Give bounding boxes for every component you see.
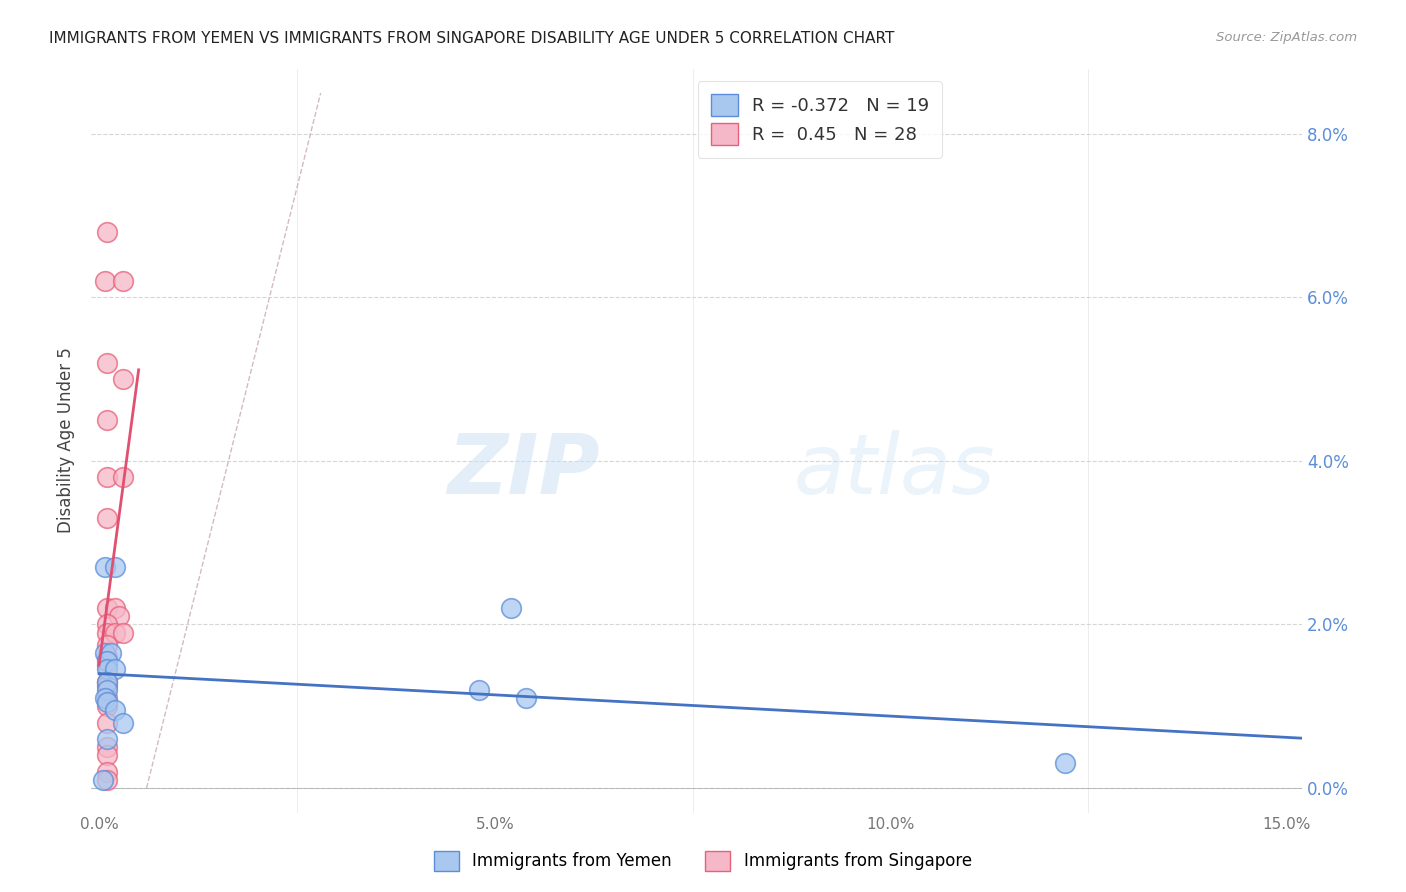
Point bbox=[96, 650, 118, 665]
Point bbox=[104, 703, 127, 717]
Point bbox=[100, 646, 122, 660]
Point bbox=[111, 715, 134, 730]
Point bbox=[104, 601, 127, 615]
Text: Source: ZipAtlas.com: Source: ZipAtlas.com bbox=[1216, 31, 1357, 45]
Point bbox=[499, 601, 522, 615]
Point bbox=[96, 225, 118, 239]
Point bbox=[468, 682, 491, 697]
Point bbox=[515, 691, 537, 706]
Point bbox=[1053, 756, 1076, 771]
Point bbox=[94, 646, 117, 660]
Point bbox=[96, 511, 118, 525]
Point bbox=[96, 654, 118, 668]
Point bbox=[96, 674, 118, 689]
Point bbox=[96, 695, 118, 709]
Point bbox=[96, 625, 118, 640]
Point bbox=[96, 691, 118, 706]
Point bbox=[94, 560, 117, 574]
Point bbox=[96, 470, 118, 484]
Point bbox=[96, 764, 118, 779]
Point bbox=[111, 625, 134, 640]
Point bbox=[96, 731, 118, 746]
Point bbox=[94, 274, 117, 288]
Point bbox=[96, 679, 118, 693]
Point bbox=[96, 356, 118, 370]
Point bbox=[96, 638, 118, 652]
Text: IMMIGRANTS FROM YEMEN VS IMMIGRANTS FROM SINGAPORE DISABILITY AGE UNDER 5 CORREL: IMMIGRANTS FROM YEMEN VS IMMIGRANTS FROM… bbox=[49, 31, 894, 46]
Text: atlas: atlas bbox=[793, 430, 995, 511]
Point bbox=[96, 663, 118, 677]
Point bbox=[96, 699, 118, 714]
Point bbox=[104, 625, 127, 640]
Point bbox=[104, 560, 127, 574]
Point bbox=[111, 470, 134, 484]
Point bbox=[96, 601, 118, 615]
Legend: R = -0.372   N = 19, R =  0.45   N = 28: R = -0.372 N = 19, R = 0.45 N = 28 bbox=[697, 81, 942, 158]
Point bbox=[96, 772, 118, 787]
Point bbox=[104, 663, 127, 677]
Point bbox=[94, 691, 117, 706]
Point bbox=[96, 617, 118, 632]
Point bbox=[96, 682, 118, 697]
Point bbox=[96, 715, 118, 730]
Point bbox=[96, 658, 118, 673]
Legend: Immigrants from Yemen, Immigrants from Singapore: Immigrants from Yemen, Immigrants from S… bbox=[426, 842, 980, 880]
Point bbox=[111, 274, 134, 288]
Point bbox=[108, 609, 131, 624]
Y-axis label: Disability Age Under 5: Disability Age Under 5 bbox=[58, 348, 75, 533]
Text: ZIP: ZIP bbox=[447, 430, 600, 511]
Point bbox=[96, 740, 118, 755]
Point bbox=[91, 772, 114, 787]
Point bbox=[96, 674, 118, 689]
Point bbox=[111, 372, 134, 386]
Point bbox=[96, 748, 118, 763]
Point bbox=[96, 413, 118, 427]
